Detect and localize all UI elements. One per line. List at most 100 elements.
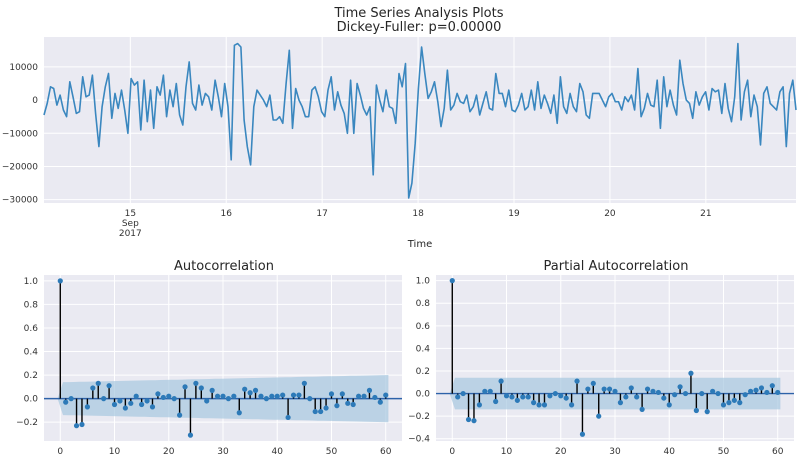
timeseries-x-tick-year: 2017 (119, 229, 142, 239)
acf-y-tick-label: 0.0 (24, 395, 39, 405)
pacf-stem-marker (574, 378, 580, 384)
pacf-stem-marker (731, 397, 737, 403)
acf-stem-marker (133, 393, 139, 399)
acf-x-tick-label: 20 (163, 447, 175, 457)
pacf-stem-marker (758, 385, 765, 391)
pacf-stem-marker (596, 413, 602, 419)
acf-stem-marker (345, 400, 351, 406)
acf-stem-marker (182, 384, 188, 390)
pacf-stem-marker (775, 389, 781, 396)
acf-y-tick-label: 0.6 (24, 324, 39, 334)
pacf-stem-marker (585, 386, 591, 392)
timeseries-x-tick-label: 19 (508, 209, 520, 219)
pacf-stem-marker (628, 385, 634, 391)
pacf-stem-marker (704, 409, 710, 415)
acf-stem-marker (269, 393, 275, 399)
acf-stem-marker (90, 385, 96, 391)
pacf-y-tick-label: 0.2 (416, 367, 430, 377)
acf-stem-marker (204, 398, 210, 404)
pacf-x-ticks: 0 10 20 30 40 50 60 (449, 447, 783, 457)
acf-stem-marker (247, 390, 253, 396)
pacf-stem-marker (455, 394, 461, 400)
pacf-x-tick-label: 50 (718, 447, 730, 457)
acf-stem-marker (209, 387, 215, 393)
pacf-y-tick-label: −0.2 (408, 412, 430, 422)
pacf-stem-marker (742, 392, 748, 398)
acf-stem-marker (334, 403, 340, 409)
acf-stem-marker (214, 393, 221, 399)
pacf-stem-marker (677, 384, 683, 390)
acf-stem-marker (301, 380, 307, 386)
acf-stem-marker (231, 393, 237, 399)
acf-stem-marker (187, 432, 194, 438)
acf-stems (57, 278, 389, 438)
pacf-stem-marker (493, 398, 499, 405)
acf-stem-marker (361, 393, 367, 399)
acf-stem-marker (220, 393, 226, 399)
acf-panel: Autocorrelation 1.0 0.8 0.6 0.4 0.2 0.0 −0.2 0… (16, 259, 402, 457)
acf-stem-marker (68, 396, 74, 402)
acf-x-tick-label: 0 (57, 447, 63, 457)
acf-stem-marker (166, 393, 172, 399)
pacf-stem-marker (612, 388, 618, 394)
acf-y-tick-label: 1.0 (24, 277, 39, 287)
timeseries-x-label: Time (407, 239, 432, 250)
acf-stem-marker (296, 392, 302, 398)
acf-y-tick-label: 0.8 (24, 300, 39, 310)
acf-stem-marker (63, 399, 69, 405)
pacf-stem-marker (558, 393, 564, 399)
acf-stem-marker (177, 412, 183, 418)
pacf-stem-marker (710, 388, 716, 394)
acf-stem-marker (312, 408, 318, 415)
timeseries-x-tick-label: 17 (316, 209, 327, 219)
acf-stem-marker (149, 404, 156, 410)
pacf-stem-marker (726, 400, 732, 406)
acf-title: Autocorrelation (174, 259, 274, 274)
acf-stem-marker (171, 396, 177, 402)
pacf-stem-marker (536, 402, 542, 408)
acf-stem-marker (307, 396, 313, 402)
acf-stem-marker (252, 387, 259, 393)
pacf-grid (436, 275, 794, 441)
timeseries-x-tick-month: Sep (122, 219, 139, 229)
pacf-y-tick-label: 0.4 (416, 344, 431, 354)
pacf-stem-marker (482, 388, 488, 394)
pacf-x-tick-label: 60 (772, 447, 784, 457)
pacf-stem-marker (525, 394, 531, 400)
acf-stem-marker (122, 405, 128, 411)
pacf-stem-marker (748, 388, 754, 394)
pacf-stem-marker (644, 386, 651, 392)
pacf-stem-marker (601, 386, 607, 392)
acf-stem-marker (106, 383, 112, 389)
pacf-x-tick-label: 20 (555, 447, 567, 457)
pacf-stem-marker (465, 416, 472, 423)
acf-y-tick-label: −0.2 (16, 418, 38, 428)
pacf-title: Partial Autocorrelation (544, 259, 689, 274)
acf-stem-marker (155, 391, 161, 397)
acf-x-tick-label: 60 (380, 447, 392, 457)
acf-stem-marker (79, 421, 85, 428)
acf-stem-marker (84, 404, 90, 410)
acf-stem-marker (383, 392, 389, 398)
pacf-stem-marker (541, 402, 548, 408)
pacf-stem-marker (769, 383, 775, 389)
pacf-stem-marker (699, 390, 705, 397)
pacf-stem-marker (579, 431, 586, 437)
timeseries-grid (44, 37, 796, 203)
pacf-stem-marker (520, 394, 526, 400)
pacf-stem-marker (682, 390, 689, 397)
acf-stem-marker (111, 401, 118, 408)
acf-stem-marker (263, 396, 269, 402)
pacf-stem-marker (606, 386, 613, 392)
acf-stem-marker (160, 394, 166, 401)
acf-stem-marker (290, 392, 297, 398)
pacf-stem-marker (617, 400, 624, 406)
pacf-stem-marker (688, 370, 694, 376)
timeseries-y-tick-label: −20000 (2, 162, 38, 172)
pacf-stem-marker (498, 378, 504, 384)
pacf-stem-marker (623, 394, 629, 400)
acf-stem-marker (128, 400, 134, 406)
acf-stem-marker (328, 391, 335, 397)
